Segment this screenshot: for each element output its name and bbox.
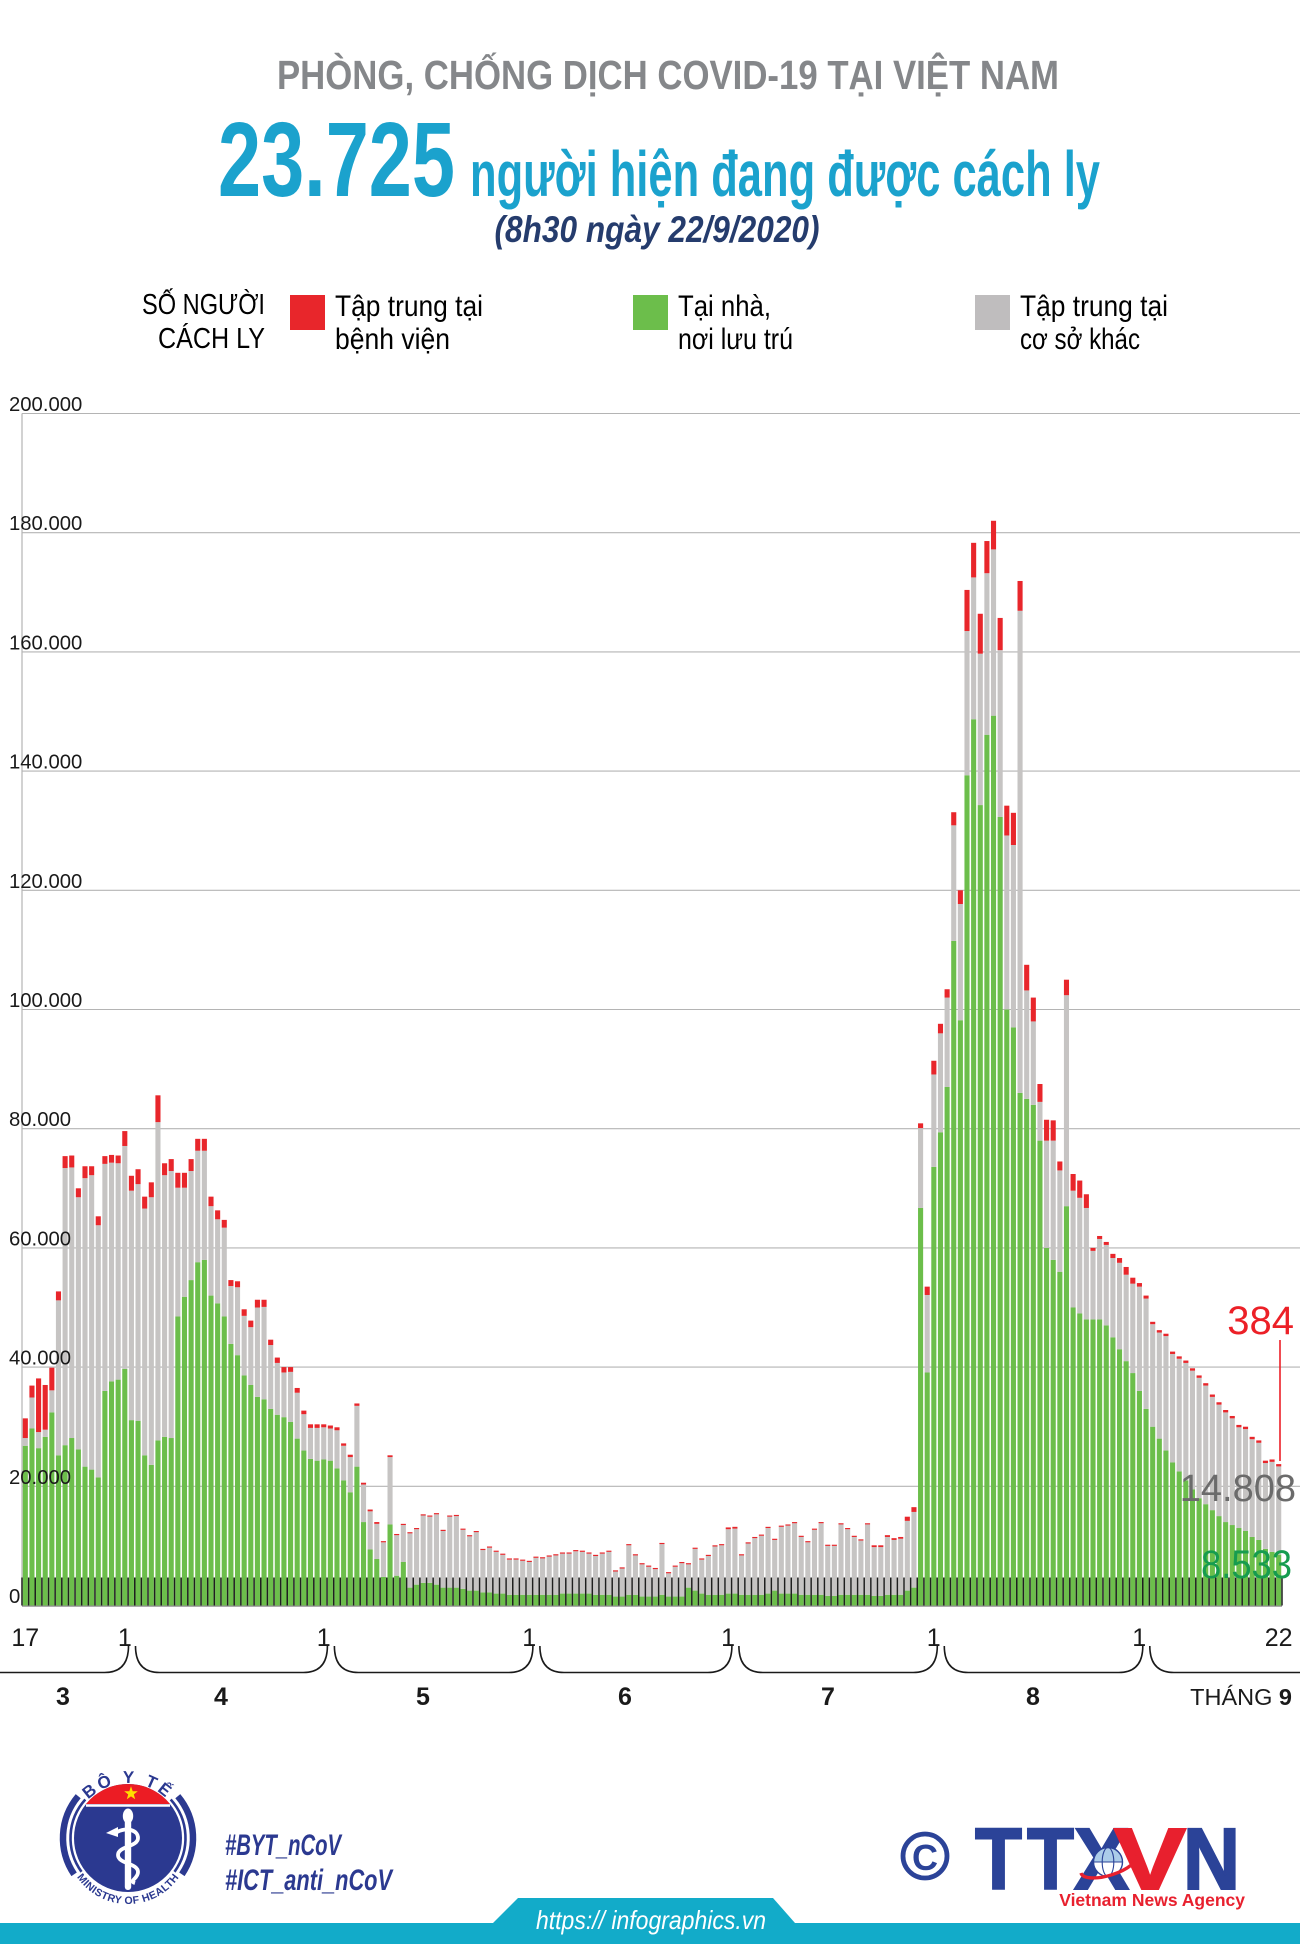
svg-text:CÁCH LY: CÁCH LY	[158, 322, 265, 355]
svg-text:80.000: 80.000	[9, 1109, 71, 1131]
svg-text:V: V	[1114, 1811, 1186, 1908]
svg-text:1: 1	[522, 1624, 536, 1652]
svg-text:Tại nhà,: Tại nhà,	[678, 290, 771, 323]
svg-text:nơi lưu trú: nơi lưu trú	[678, 323, 793, 356]
svg-text:17: 17	[11, 1624, 39, 1652]
svg-text:SỐ NGƯỜI: SỐ NGƯỜI	[142, 287, 265, 321]
svg-text:5: 5	[416, 1683, 430, 1711]
svg-text:60.000: 60.000	[9, 1228, 71, 1250]
svg-text:40.000: 40.000	[9, 1348, 71, 1370]
svg-text:140.000: 140.000	[9, 752, 82, 774]
svg-text:384: 384	[1227, 1299, 1294, 1343]
svg-text:Vietnam News Agency: Vietnam News Agency	[1059, 1890, 1245, 1910]
svg-text:bệnh viện: bệnh viện	[335, 323, 450, 356]
svg-text:https:// infographics.vn: https:// infographics.vn	[536, 1905, 766, 1935]
svg-text:PHÒNG, CHỐNG DỊCH COVID-19 TẠI: PHÒNG, CHỐNG DỊCH COVID-19 TẠI VIỆT NAM	[277, 52, 1059, 98]
svg-text:1: 1	[721, 1624, 735, 1652]
svg-text:6: 6	[618, 1683, 632, 1711]
svg-text:T: T	[975, 1811, 1022, 1908]
svg-text:180.000: 180.000	[9, 513, 82, 535]
svg-text:C: C	[912, 1837, 938, 1878]
svg-text:Tập trung tại: Tập trung tại	[1020, 290, 1168, 323]
svg-text:3: 3	[56, 1683, 70, 1711]
svg-text:8: 8	[1026, 1683, 1040, 1711]
svg-text:(8h30 ngày 22/9/2020): (8h30 ngày 22/9/2020)	[495, 209, 820, 250]
svg-text:người hiện đang được cách ly: người hiện đang được cách ly	[470, 138, 1100, 210]
svg-text:1: 1	[927, 1624, 941, 1652]
svg-text:20.000: 20.000	[9, 1467, 71, 1489]
svg-text:#ICT_anti_nCoV: #ICT_anti_nCoV	[225, 1864, 394, 1897]
svg-text:1: 1	[118, 1624, 132, 1652]
svg-text:T: T	[1027, 1811, 1074, 1908]
svg-text:14.808: 14.808	[1180, 1468, 1296, 1510]
svg-text:100.000: 100.000	[9, 990, 82, 1012]
svg-text:7: 7	[821, 1683, 835, 1711]
svg-text:22: 22	[1265, 1624, 1293, 1652]
svg-text:1: 1	[1132, 1624, 1146, 1652]
svg-text:23.725: 23.725	[218, 101, 455, 219]
svg-text:1: 1	[317, 1624, 331, 1652]
svg-text:200.000: 200.000	[9, 394, 82, 416]
svg-text:N: N	[1183, 1811, 1240, 1908]
svg-text:THÁNG 9: THÁNG 9	[1190, 1684, 1292, 1710]
svg-text:#BYT_nCoV: #BYT_nCoV	[225, 1829, 343, 1862]
svg-text:8.533: 8.533	[1201, 1543, 1292, 1587]
svg-text:cơ sở khác: cơ sở khác	[1020, 323, 1140, 356]
svg-text:120.000: 120.000	[9, 871, 82, 893]
svg-text:0: 0	[9, 1586, 20, 1608]
svg-text:4: 4	[214, 1683, 228, 1711]
svg-text:Tập trung tại: Tập trung tại	[335, 290, 483, 323]
svg-text:160.000: 160.000	[9, 632, 82, 654]
